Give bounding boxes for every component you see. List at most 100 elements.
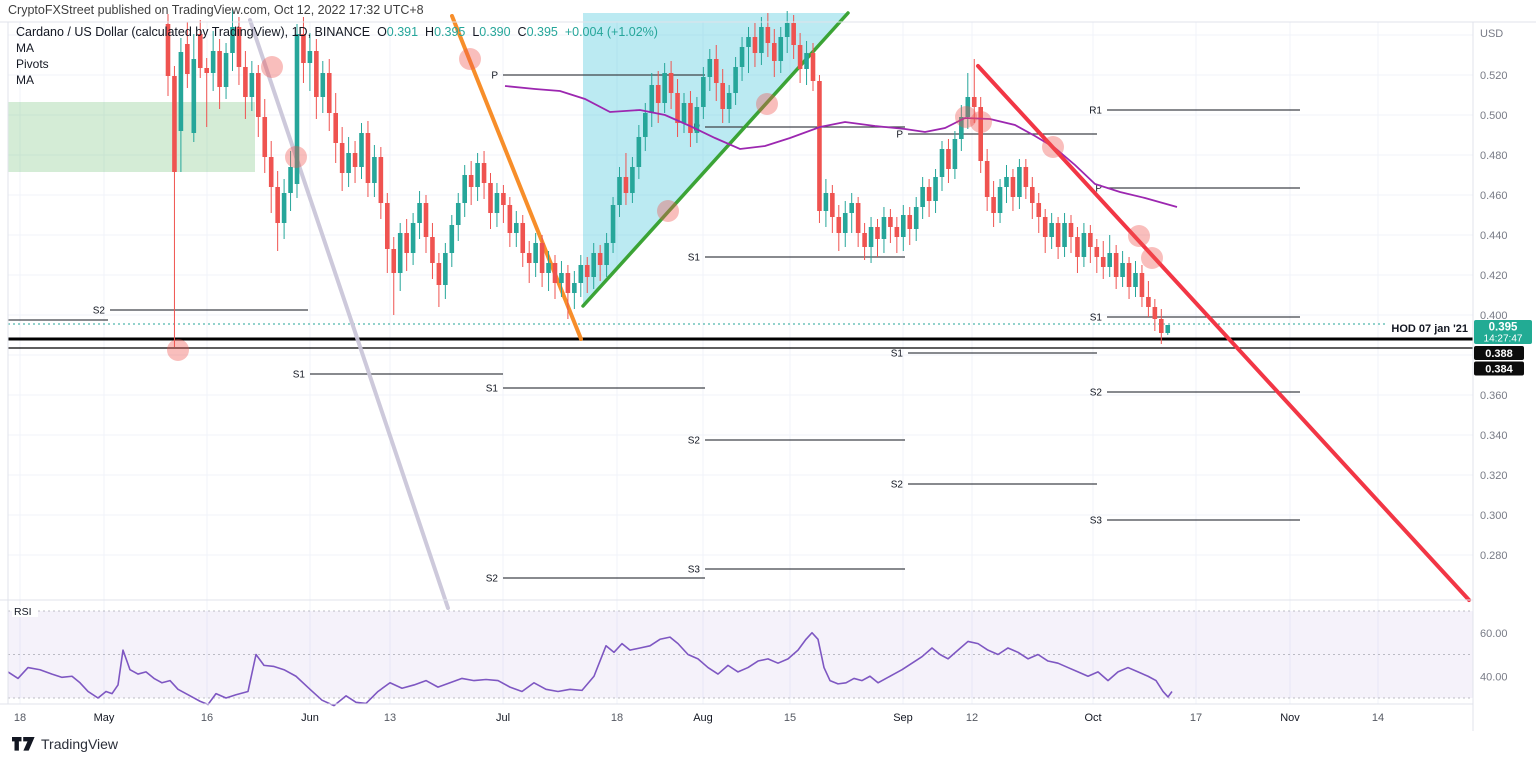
candle-body (1146, 297, 1151, 307)
candle-body (597, 253, 603, 265)
current-price-value: 0.395 (1489, 322, 1518, 334)
candle-body (314, 51, 319, 97)
price-axis-currency: USD (1480, 28, 1503, 40)
trendline-touch-marker (1141, 247, 1163, 269)
price-axis-tick: 0.500 (1480, 110, 1508, 122)
candle-body (391, 249, 397, 273)
candle-body (307, 51, 313, 63)
candle-body (984, 161, 990, 197)
candle-body (572, 283, 577, 293)
candle-body (372, 157, 377, 183)
candle-body (681, 103, 687, 123)
red-trendline (976, 64, 1471, 602)
candle-body (823, 193, 829, 211)
candle-body (836, 217, 842, 233)
price-axis-tick: 0.460 (1480, 190, 1508, 202)
trendline-touch-marker (459, 48, 481, 70)
pivot-label-S2: S2 (93, 306, 106, 317)
candle-body (578, 265, 584, 283)
candle-body (301, 34, 306, 63)
candle-body (791, 23, 796, 45)
candle-body (365, 133, 371, 183)
price-axis-tick: 0.320 (1480, 470, 1508, 482)
bar-countdown-timer: 14:27:47 (1484, 334, 1523, 345)
candle-body (804, 53, 809, 69)
candle-body (172, 76, 177, 172)
price-axis-tick: 0.340 (1480, 430, 1508, 442)
chart-legend: Cardano / US Dollar (calculated by Tradi… (16, 25, 658, 88)
pivot-label-S2: S2 (486, 574, 499, 585)
ohlc-o-label: O (377, 25, 387, 39)
pivot-label-S1: S1 (1090, 313, 1103, 324)
pivot-label-S1: S1 (891, 349, 904, 360)
candle-body (726, 93, 732, 109)
candle-body (281, 193, 287, 223)
pivot-label-S1: S1 (293, 370, 306, 381)
candle-body (1165, 325, 1171, 333)
time-axis-tick: Aug (693, 712, 713, 724)
candle-body (197, 34, 203, 68)
trendline-touch-marker (756, 93, 778, 115)
candle-body (1107, 253, 1112, 267)
candle-body (584, 265, 590, 277)
publisher-watermark: CryptoFXStreet published on TradingView.… (8, 3, 424, 17)
price-axis-tick: 0.300 (1480, 510, 1508, 522)
candle-body (449, 225, 455, 253)
level-price-value: 0.388 (1485, 348, 1513, 360)
rsi-axis-tick: 40.00 (1480, 671, 1508, 683)
time-axis-tick: 15 (784, 712, 796, 724)
candle-body (275, 187, 280, 223)
candle-body (423, 203, 429, 237)
time-axis-tick: May (94, 712, 115, 724)
indicator-row-ma-1[interactable]: MA (16, 41, 34, 55)
candle-body (481, 163, 487, 183)
candle-body (217, 51, 222, 87)
price-axis-tick: 0.420 (1480, 270, 1508, 282)
candle-body (256, 73, 261, 117)
pivot-label-S2: S2 (688, 436, 701, 447)
time-axis-tick: Oct (1084, 712, 1101, 724)
candle-body (623, 177, 629, 193)
candle-body (965, 97, 971, 117)
candle-body (236, 27, 242, 67)
candle-body (230, 27, 235, 53)
candle-body (514, 223, 519, 233)
time-axis-tick: 14 (1372, 712, 1384, 724)
candle-body (1010, 177, 1016, 197)
candle-body (668, 73, 674, 93)
level-price-badge (1474, 361, 1524, 376)
candle-body (1100, 257, 1106, 267)
ohlc-c-value: 0.395 (526, 25, 558, 39)
pivot-label-P: P (896, 130, 903, 141)
time-axis-tick: 16 (201, 712, 213, 724)
tradingview-logo-text: TradingView (41, 736, 119, 752)
change-value: +0.004 (+1.02%) (564, 25, 658, 39)
price-axis-tick: 0.520 (1480, 70, 1508, 82)
candle-body (881, 217, 887, 239)
symbol-title: Cardano / US Dollar (calculated by Tradi… (16, 25, 371, 39)
candle-body (746, 37, 751, 47)
tradingview-logo[interactable]: TradingView (12, 736, 118, 752)
candle-body (933, 177, 938, 201)
candle-body (636, 137, 642, 167)
price-axis-tick: 0.400 (1480, 310, 1508, 322)
price-axis-tick: 0.480 (1480, 150, 1508, 162)
candle-body (268, 157, 274, 187)
candle-body (926, 187, 932, 201)
candle-body (830, 193, 835, 217)
time-axis-tick: Nov (1280, 712, 1300, 724)
candle-body (178, 52, 184, 131)
candle-body (1017, 167, 1022, 197)
pivot-label-S1: S1 (688, 253, 701, 264)
pivot-label-S2: S2 (891, 480, 904, 491)
symbol-legend-row[interactable]: Cardano / US Dollar (calculated by Tradi… (16, 25, 658, 40)
candle-body (288, 167, 293, 193)
indicator-row-ma-2[interactable]: MA (16, 73, 34, 87)
candle-body (675, 93, 680, 123)
indicator-row-pivots[interactable]: Pivots (16, 57, 49, 71)
candle-body (404, 233, 409, 253)
candle-body (501, 193, 506, 205)
candle-body (204, 68, 209, 73)
ohlc-h-value: 0.395 (434, 25, 466, 39)
